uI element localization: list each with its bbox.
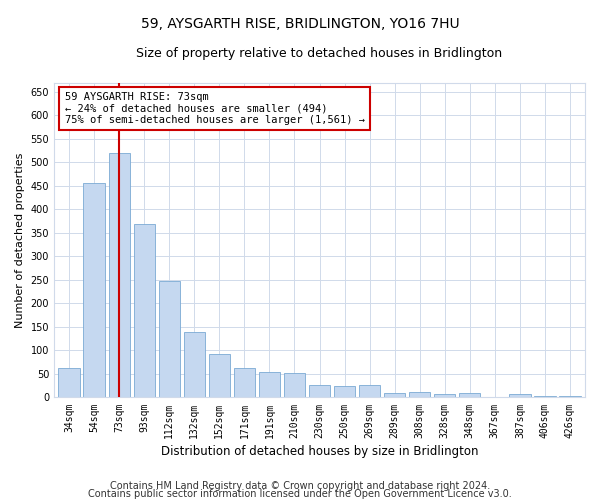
Text: 59, AYSGARTH RISE, BRIDLINGTON, YO16 7HU: 59, AYSGARTH RISE, BRIDLINGTON, YO16 7HU [140, 18, 460, 32]
Text: Contains HM Land Registry data © Crown copyright and database right 2024.: Contains HM Land Registry data © Crown c… [110, 481, 490, 491]
Bar [58, 368, 80, 398]
Bar [409, 392, 430, 398]
Bar [559, 396, 581, 398]
Y-axis label: Number of detached properties: Number of detached properties [15, 152, 25, 328]
Bar [309, 385, 330, 398]
X-axis label: Distribution of detached houses by size in Bridlington: Distribution of detached houses by size … [161, 444, 478, 458]
Bar [334, 386, 355, 398]
Text: Contains public sector information licensed under the Open Government Licence v3: Contains public sector information licen… [88, 489, 512, 499]
Bar [434, 394, 455, 398]
Bar [484, 396, 505, 398]
Bar [509, 394, 530, 398]
Bar [234, 368, 255, 398]
Bar [384, 392, 406, 398]
Bar [109, 152, 130, 398]
Bar [359, 385, 380, 398]
Bar [184, 332, 205, 398]
Bar [83, 182, 105, 398]
Bar [134, 224, 155, 398]
Bar [158, 281, 180, 398]
Bar [209, 354, 230, 398]
Title: Size of property relative to detached houses in Bridlington: Size of property relative to detached ho… [136, 48, 503, 60]
Text: 59 AYSGARTH RISE: 73sqm
← 24% of detached houses are smaller (494)
75% of semi-d: 59 AYSGARTH RISE: 73sqm ← 24% of detache… [65, 92, 365, 125]
Bar [534, 396, 556, 398]
Bar [459, 393, 481, 398]
Bar [284, 372, 305, 398]
Bar [259, 372, 280, 398]
